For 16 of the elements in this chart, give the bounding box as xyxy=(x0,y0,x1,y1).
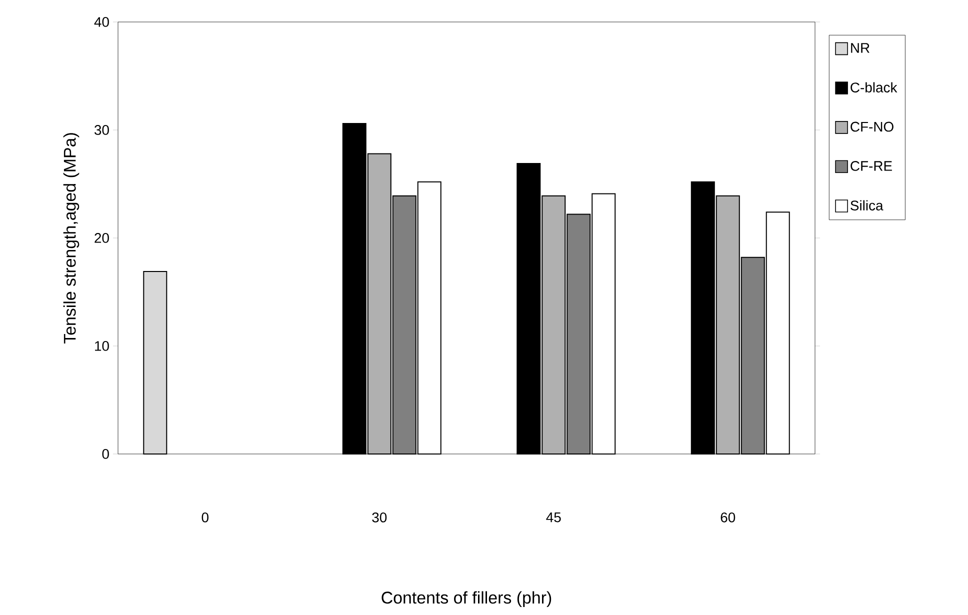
y-tick-label: 10 xyxy=(95,341,109,351)
legend-label: CF-NO xyxy=(850,122,894,132)
legend-label: Silica xyxy=(850,200,884,210)
x-axis-title: Contents of fillers (phr) xyxy=(382,591,552,608)
y-tick-label: 20 xyxy=(94,233,109,243)
legend-label: C-black xyxy=(850,82,898,92)
y-tick-label: 40 xyxy=(94,17,109,27)
x-tick-label: 0 xyxy=(202,512,208,522)
y-tick-label: 0 xyxy=(102,449,109,459)
legend-label: CF-RE xyxy=(850,161,892,171)
y-tick-label: 30 xyxy=(94,125,109,135)
x-tick-label: 45 xyxy=(546,512,561,522)
y-axis-title: Tensile strength,aged (MPa) xyxy=(63,133,80,344)
x-tick-label: 30 xyxy=(372,512,387,522)
legend-label: NR xyxy=(851,43,870,53)
x-tick-label: 60 xyxy=(720,512,736,522)
